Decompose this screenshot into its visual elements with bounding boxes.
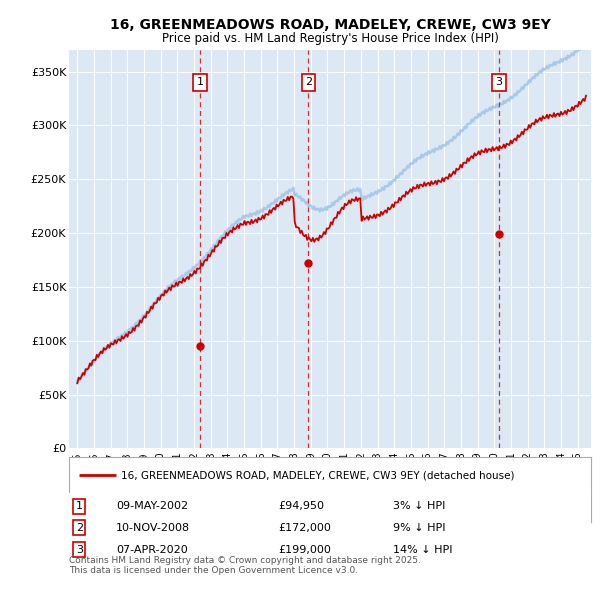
Text: £172,000: £172,000 — [278, 523, 331, 533]
Text: £199,000: £199,000 — [278, 545, 331, 555]
Text: 10-NOV-2008: 10-NOV-2008 — [116, 523, 190, 533]
Text: 3: 3 — [76, 545, 83, 555]
Text: 07-APR-2020: 07-APR-2020 — [116, 545, 188, 555]
Text: 09-MAY-2002: 09-MAY-2002 — [116, 502, 188, 511]
Text: 2: 2 — [305, 77, 312, 87]
Text: HPI: Average price, detached house, Newcastle-under-Lyme: HPI: Average price, detached house, Newc… — [121, 499, 433, 509]
Text: Price paid vs. HM Land Registry's House Price Index (HPI): Price paid vs. HM Land Registry's House … — [161, 32, 499, 45]
Text: Contains HM Land Registry data © Crown copyright and database right 2025.
This d: Contains HM Land Registry data © Crown c… — [69, 556, 421, 575]
Text: 9% ↓ HPI: 9% ↓ HPI — [392, 523, 445, 533]
Text: 3% ↓ HPI: 3% ↓ HPI — [392, 502, 445, 511]
Text: 2: 2 — [76, 523, 83, 533]
Text: 16, GREENMEADOWS ROAD, MADELEY, CREWE, CW3 9EY: 16, GREENMEADOWS ROAD, MADELEY, CREWE, C… — [110, 18, 550, 32]
Text: 1: 1 — [76, 502, 83, 511]
Text: 3: 3 — [495, 77, 502, 87]
Text: 1: 1 — [196, 77, 203, 87]
Text: £94,950: £94,950 — [278, 502, 324, 511]
Text: 14% ↓ HPI: 14% ↓ HPI — [392, 545, 452, 555]
Text: 16, GREENMEADOWS ROAD, MADELEY, CREWE, CW3 9EY (detached house): 16, GREENMEADOWS ROAD, MADELEY, CREWE, C… — [121, 470, 515, 480]
